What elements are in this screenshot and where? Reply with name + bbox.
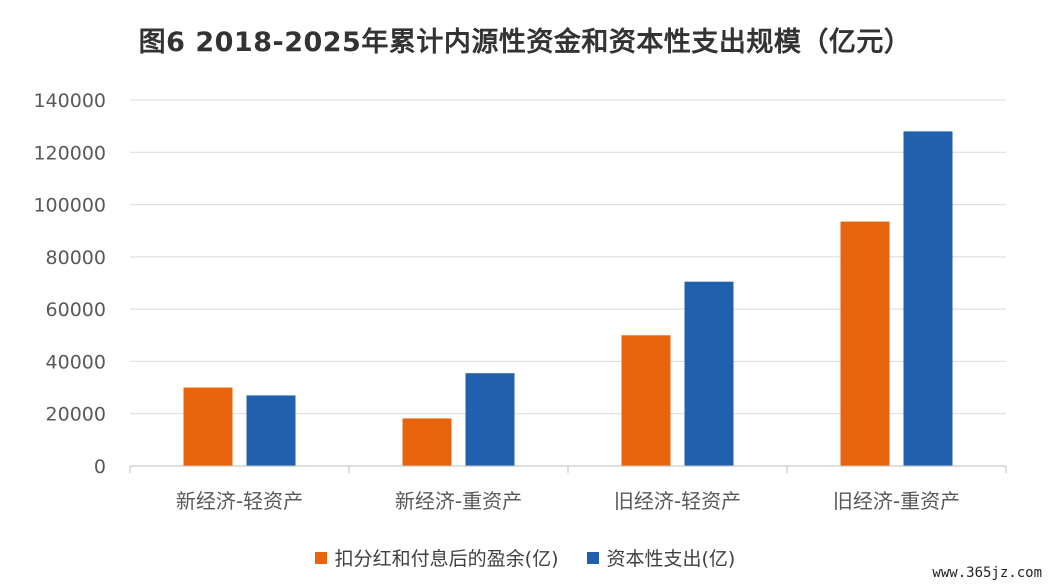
x-tick-label: 新经济-重资产 — [395, 489, 522, 513]
chart-title: 图6 2018-2025年累计内源性资金和资本性支出规模（亿元） — [138, 27, 912, 58]
x-tick-label: 旧经济-轻资产 — [614, 489, 741, 513]
legend-item-capex: 资本性支出(亿) — [586, 544, 736, 571]
x-tick-label: 新经济-轻资产 — [176, 489, 303, 513]
y-tick-label: 80000 — [46, 247, 106, 269]
watermark: www.365jz.com — [932, 565, 1042, 581]
y-axis-ticks: 0 20000 40000 60000 80000 100000 120000 140000 — [33, 90, 106, 478]
legend-swatch-surplus — [314, 551, 327, 564]
y-tick-label: 60000 — [46, 299, 106, 321]
bar — [402, 418, 452, 466]
bar — [465, 373, 515, 466]
bar — [684, 281, 734, 466]
y-tick-label: 120000 — [33, 142, 106, 164]
bar — [183, 387, 233, 466]
legend-label-capex: 资本性支出(亿) — [606, 548, 736, 570]
bar — [903, 131, 953, 466]
x-tick-label: 旧经济-重资产 — [833, 489, 960, 513]
y-tick-label: 20000 — [46, 404, 106, 426]
bar — [246, 395, 296, 466]
legend-label-surplus: 扣分红和付息后的盈余(亿) — [334, 548, 559, 570]
bar — [621, 335, 671, 466]
x-axis: 新经济-轻资产 新经济-重资产 旧经济-轻资产 旧经济-重资产 — [129, 465, 1007, 513]
y-tick-label: 140000 — [33, 90, 106, 112]
legend-swatch-capex — [586, 551, 599, 564]
y-tick-label: 0 — [94, 456, 106, 478]
legend-item-surplus: 扣分红和付息后的盈余(亿) — [314, 544, 559, 571]
bar — [840, 221, 890, 466]
y-tick-label: 40000 — [46, 351, 106, 373]
legend: 扣分红和付息后的盈余(亿) 资本性支出(亿) — [0, 544, 1050, 571]
y-tick-label: 100000 — [33, 195, 106, 217]
bars — [183, 131, 953, 466]
